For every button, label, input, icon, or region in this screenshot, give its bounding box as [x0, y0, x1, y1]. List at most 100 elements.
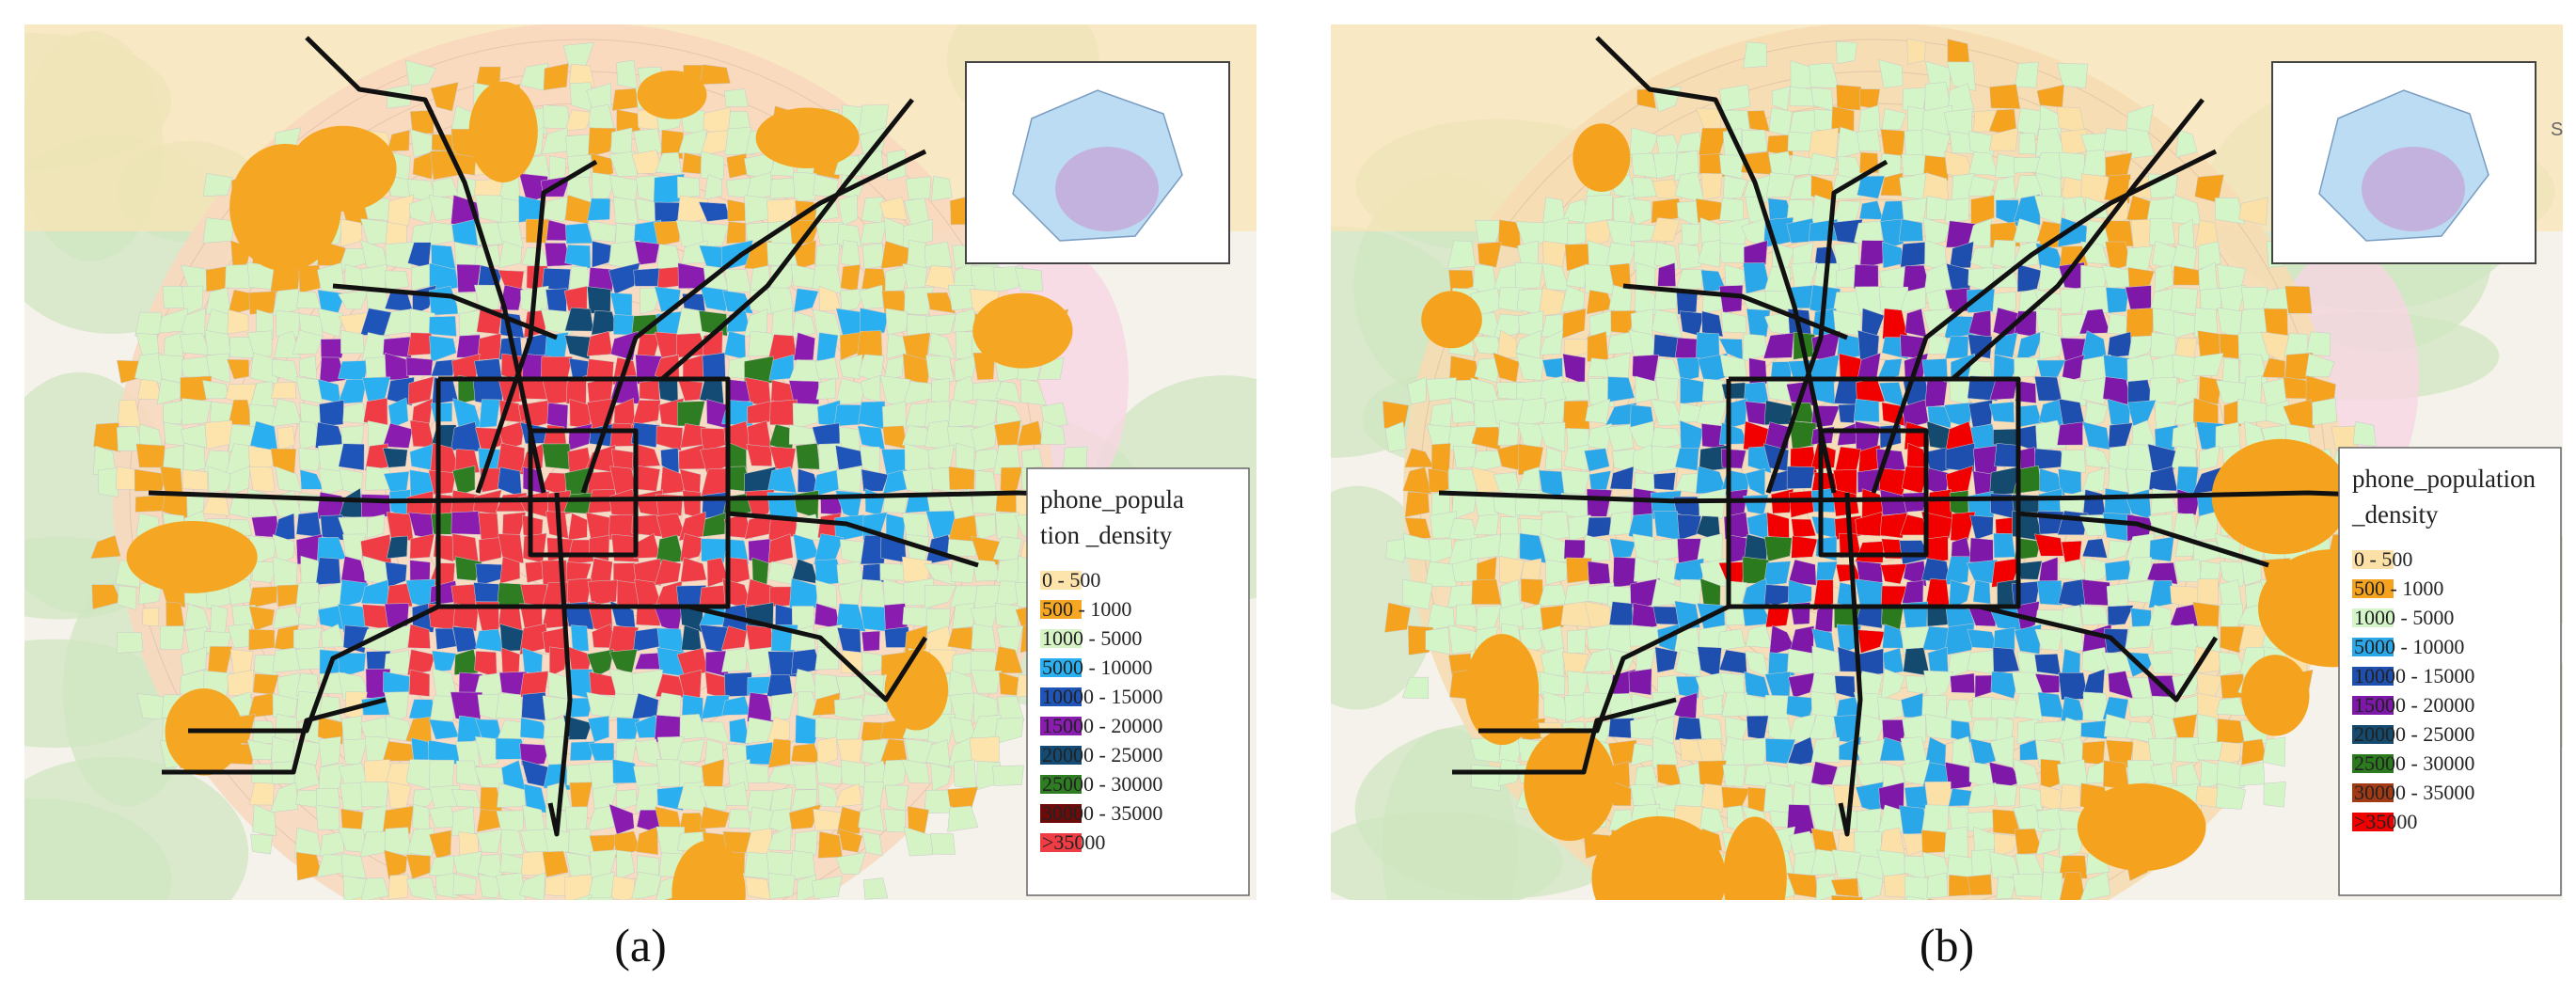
area-cell	[1612, 449, 1637, 473]
area-cell	[1787, 579, 1812, 608]
area-cell	[272, 693, 298, 719]
area-cell	[631, 871, 662, 900]
area-cell	[1763, 584, 1794, 608]
area-cell	[755, 107, 860, 168]
area-cell	[1989, 84, 2021, 109]
area-cell	[1587, 423, 1613, 450]
subway-line	[528, 428, 639, 558]
area-cell	[541, 308, 573, 335]
area-cell	[769, 446, 797, 470]
area-cell	[792, 403, 822, 430]
area-cell	[1993, 354, 2019, 384]
legend-label: 1000 - 5000	[2354, 606, 2454, 629]
area-cell	[1719, 197, 1744, 222]
area-cell	[744, 762, 769, 783]
area-cell	[1677, 513, 1702, 541]
area-cell	[631, 400, 661, 426]
area-cell	[1967, 874, 1993, 896]
area-cell	[571, 924, 589, 946]
area-cell	[1884, 873, 1908, 898]
area-cell	[569, 741, 595, 761]
area-cell	[746, 444, 772, 466]
area-cell	[338, 443, 365, 471]
area-cell	[428, 221, 454, 246]
area-cell	[405, 356, 434, 376]
area-cell	[1996, 876, 2016, 900]
area-cell	[2105, 287, 2129, 314]
area-cell	[1654, 646, 1678, 673]
area-cell	[542, 695, 573, 722]
area-cell	[811, 876, 843, 900]
area-cell	[1791, 535, 1818, 559]
area-cell	[1452, 445, 1476, 469]
area-cell	[2034, 654, 2062, 676]
area-cell	[1948, 579, 1971, 610]
area-cell	[1698, 897, 1713, 900]
area-cell	[1762, 332, 1794, 359]
area-cell	[700, 286, 728, 312]
area-cell	[2060, 783, 2081, 810]
area-cell	[1591, 815, 1727, 900]
area-cell	[2015, 107, 2044, 136]
area-cell	[298, 264, 321, 293]
area-cell	[1651, 735, 1679, 768]
area-cell	[817, 783, 840, 808]
area-cell	[701, 538, 728, 563]
area-cell	[126, 520, 258, 593]
area-cell	[522, 532, 547, 563]
area-cell	[2216, 760, 2246, 791]
area-cell	[1765, 172, 1796, 198]
area-cell	[585, 512, 614, 542]
area-cell	[1854, 738, 1886, 766]
area-cell	[788, 359, 821, 383]
area-cell	[2107, 540, 2132, 561]
area-cell	[2174, 737, 2200, 764]
area-cell	[1788, 559, 1817, 586]
area-cell	[1498, 556, 1525, 585]
area-cell	[1541, 647, 1565, 677]
area-cell	[340, 853, 367, 879]
area-cell	[1678, 243, 1702, 270]
area-cell	[1725, 608, 1746, 626]
area-cell	[1477, 241, 1502, 268]
area-cell	[1922, 217, 1951, 246]
subway-line	[188, 604, 440, 734]
area-cell	[2352, 421, 2377, 447]
area-cell	[2127, 697, 2155, 718]
area-cell	[613, 197, 639, 225]
area-cell	[792, 171, 817, 202]
area-cell	[724, 269, 751, 292]
area-cell	[182, 468, 209, 491]
area-cell	[2080, 719, 2112, 739]
area-cell	[179, 308, 206, 340]
area-cell	[995, 381, 1020, 403]
area-cell	[814, 579, 838, 608]
area-cell	[1968, 218, 1993, 247]
area-cell	[1699, 783, 1728, 813]
area-cell	[518, 872, 545, 900]
area-cell	[635, 465, 661, 492]
area-cell	[2241, 655, 2310, 736]
area-cell	[1701, 378, 1725, 403]
area-cell	[431, 244, 456, 270]
area-cell	[210, 604, 229, 634]
area-cell	[452, 873, 477, 895]
area-cell	[475, 601, 499, 632]
area-cell	[660, 129, 684, 160]
area-cell	[2215, 783, 2247, 810]
area-cell	[1431, 443, 1451, 472]
legend-label: 0 - 500	[1042, 568, 1100, 592]
area-cell	[1994, 443, 2020, 467]
area-cell	[2036, 901, 2063, 926]
area-cell	[248, 466, 276, 493]
area-cell	[616, 849, 635, 881]
area-cell	[720, 625, 748, 651]
area-cell	[672, 840, 746, 900]
area-cell	[1786, 466, 1815, 489]
area-cell	[338, 360, 370, 381]
area-cell	[2126, 127, 2156, 160]
area-cell	[2081, 647, 2109, 675]
area-cell	[925, 608, 951, 633]
caption: (b)	[1920, 919, 1974, 971]
area-cell	[946, 539, 978, 558]
